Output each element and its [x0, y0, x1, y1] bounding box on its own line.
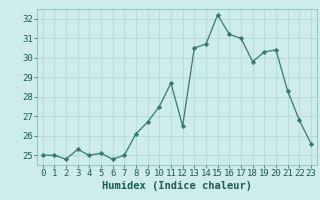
X-axis label: Humidex (Indice chaleur): Humidex (Indice chaleur) [102, 181, 252, 191]
